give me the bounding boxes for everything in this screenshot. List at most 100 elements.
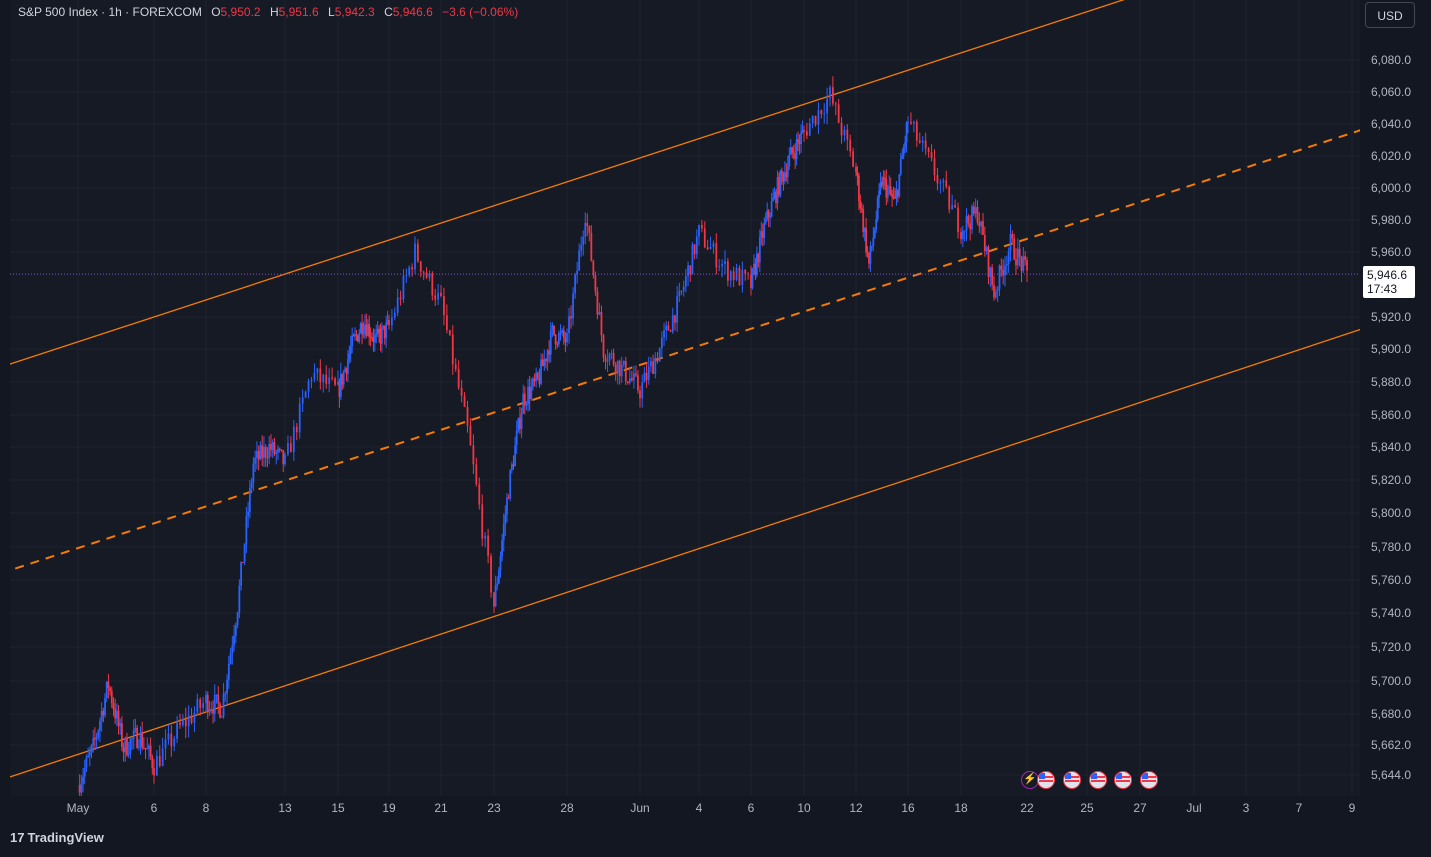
candle-body [963, 230, 966, 232]
candle-body [115, 710, 118, 719]
candle-body [271, 442, 274, 451]
candle-body [240, 562, 243, 586]
channel-middle-line [10, 129, 1360, 572]
candle-body [875, 219, 878, 230]
candle-body [117, 710, 120, 727]
candle-body [876, 197, 879, 220]
candle-body [190, 715, 193, 723]
candle-body [256, 450, 258, 458]
candle-body [791, 147, 794, 153]
candle-body [416, 243, 419, 262]
time-tick-label: 12 [849, 801, 863, 815]
candle-body [709, 247, 712, 250]
candle-body [976, 207, 979, 223]
price-tick-label: 5,662.0 [1370, 738, 1411, 752]
candle-body [533, 378, 536, 382]
candle-body [773, 191, 776, 198]
candle-body [538, 378, 541, 384]
us-flag-icon[interactable] [1037, 771, 1055, 789]
candle-body [590, 232, 593, 261]
candle-body [107, 681, 110, 688]
price-tick-label: 6,060.0 [1370, 85, 1411, 99]
currency-button[interactable]: USD [1365, 2, 1415, 28]
low-value: 5,942.3 [334, 5, 375, 19]
candle-body [831, 87, 834, 104]
candle-body [1007, 251, 1010, 264]
candle-body [857, 175, 860, 201]
open-label: O [211, 5, 221, 19]
candle-body [215, 694, 218, 696]
candle-body [507, 497, 510, 499]
candle-body [241, 562, 244, 564]
us-flag-icon[interactable] [1089, 771, 1107, 789]
tradingview-logo[interactable]: 17 TradingView [10, 830, 104, 845]
candle-body [202, 703, 205, 708]
candle-body [639, 390, 641, 399]
candle-body [866, 252, 869, 254]
symbol-title[interactable]: S&P 500 Index · 1h · FOREXCOM [18, 5, 202, 19]
candle-body [878, 190, 881, 198]
candle-body [687, 265, 689, 277]
candle-body [582, 236, 585, 245]
candle-body [886, 188, 889, 198]
candle-body [852, 151, 855, 167]
candle-body [693, 244, 696, 255]
candle-body [137, 746, 140, 748]
candle-body [663, 330, 665, 338]
price-tick-label: 5,960.0 [1370, 245, 1411, 259]
candle-body [1026, 259, 1028, 271]
us-flag-icon[interactable] [1114, 771, 1132, 789]
candle-body [80, 783, 83, 793]
candlestick-chart[interactable] [10, 0, 1360, 796]
time-tick-label: May [66, 801, 90, 815]
candle-body [904, 142, 907, 148]
price-tick-label: 5,800.0 [1370, 506, 1411, 520]
candle-body [359, 323, 362, 334]
candle-body [726, 261, 729, 281]
candle-body [170, 733, 173, 747]
candle-body [263, 447, 265, 458]
candle-body [385, 322, 388, 339]
candle-body [348, 353, 351, 360]
candle-body [261, 445, 264, 458]
candle-body [665, 325, 668, 331]
candle-body [993, 285, 995, 298]
candle-body [187, 715, 190, 727]
candle-body [751, 268, 754, 289]
candle-body [522, 393, 525, 414]
candle-body [775, 191, 777, 204]
candle-body [494, 585, 497, 607]
candle-body [90, 745, 93, 753]
ohlc-legend: S&P 500 Index · 1h · FOREXCOM O5,950.2 H… [18, 5, 518, 19]
time-tick-label: 7 [1295, 801, 1303, 815]
candle-body [149, 745, 152, 757]
candle-body [88, 752, 91, 756]
candle-body [213, 694, 216, 714]
candle-body [987, 247, 990, 277]
candle-body [556, 343, 559, 345]
candle-body [127, 753, 130, 756]
high-label: H [269, 5, 279, 19]
candle-body [278, 448, 281, 450]
candle-body [434, 295, 437, 300]
candle-body [896, 190, 899, 197]
candle-body [196, 699, 199, 713]
candle-body [680, 290, 683, 292]
us-flag-icon[interactable] [1140, 771, 1158, 789]
candle-body [112, 703, 115, 710]
candle-body [849, 139, 852, 152]
time-tick-label: 25 [1080, 801, 1094, 815]
candle-body [782, 174, 785, 182]
candle-body [750, 274, 752, 289]
candle-body [264, 447, 267, 458]
time-tick-label: 28 [560, 801, 574, 815]
candle-body [924, 140, 927, 149]
us-flag-icon[interactable] [1063, 771, 1081, 789]
plot-area[interactable] [10, 0, 1360, 796]
candle-body [546, 350, 549, 362]
candle-body [588, 226, 591, 233]
candle-body [499, 556, 502, 571]
candle-body [481, 504, 484, 539]
candle-body [536, 372, 539, 379]
price-tick-label: 5,644.0 [1370, 768, 1411, 782]
